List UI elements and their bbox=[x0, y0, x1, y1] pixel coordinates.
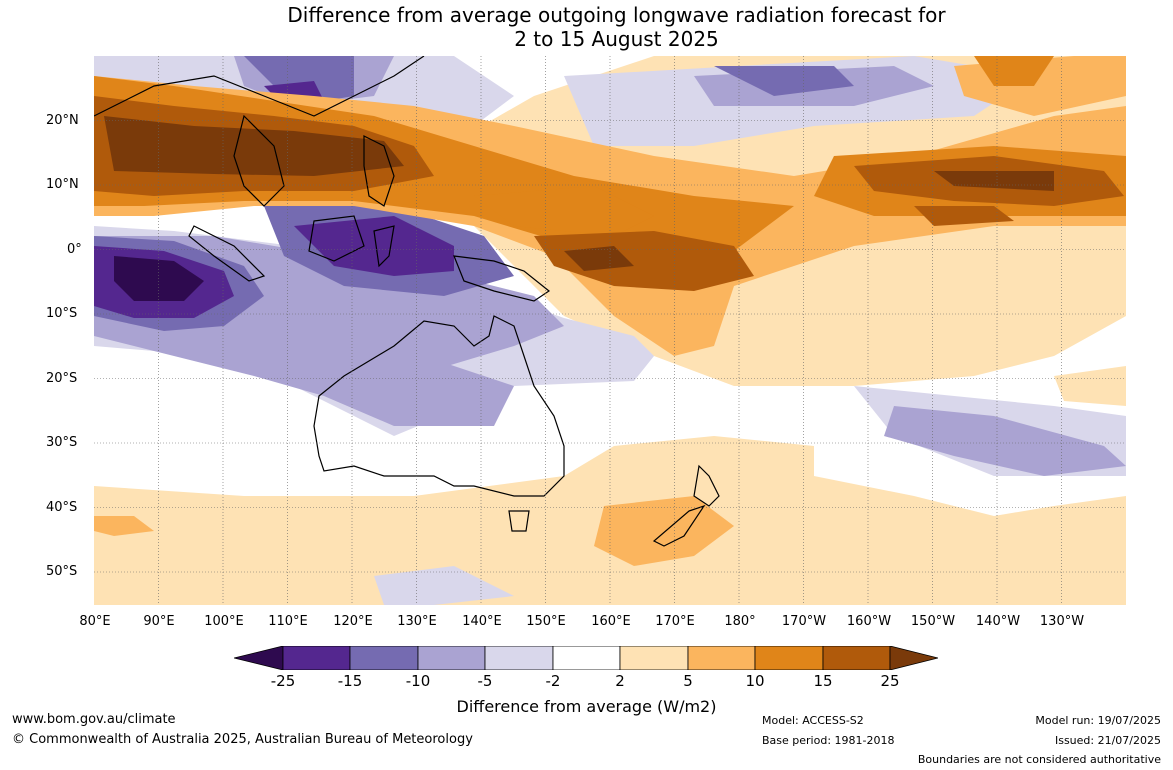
colorbar-tick: 2 bbox=[615, 672, 625, 690]
issued-date: Issued: 21/07/2025 bbox=[1054, 734, 1161, 747]
colorbar-swatch-10 bbox=[889, 646, 938, 670]
colorbar bbox=[234, 646, 938, 670]
lon-label-180: 180° bbox=[724, 614, 756, 629]
new-guinea-coastline bbox=[453, 255, 551, 302]
lon-label-150e: 150°E bbox=[526, 614, 566, 629]
new-zealand-north bbox=[693, 464, 720, 507]
anomaly-map bbox=[94, 56, 1126, 605]
gridlines bbox=[94, 56, 1126, 605]
asia-coastline bbox=[94, 56, 425, 117]
colorbar-tick: -25 bbox=[270, 672, 296, 690]
lat-label-50s: 50°S bbox=[46, 564, 78, 579]
colorbar-swatch-1 bbox=[282, 646, 351, 670]
copyright-text: © Commonwealth of Australia 2025, Austra… bbox=[12, 732, 473, 747]
lon-label-160w: 160°W bbox=[846, 614, 892, 629]
boundaries-disclaimer: Boundaries are not considered authoritat… bbox=[917, 753, 1161, 766]
lon-label-80e: 80°E bbox=[79, 614, 111, 629]
colorbar-tick: 5 bbox=[683, 672, 693, 690]
model-name: Model: ACCESS-S2 bbox=[762, 714, 864, 727]
lat-label-30s: 30°S bbox=[46, 435, 78, 450]
new-zealand-south bbox=[652, 504, 706, 547]
lon-label-130w: 130°W bbox=[1039, 614, 1085, 629]
title-line-1: Difference from average outgoing longwav… bbox=[287, 3, 946, 27]
website-link[interactable]: www.bom.gov.au/climate bbox=[12, 712, 176, 727]
lon-label-90e: 90°E bbox=[143, 614, 175, 629]
indochina-coastline bbox=[233, 114, 285, 207]
title-line-2: 2 to 15 August 2025 bbox=[514, 27, 719, 51]
sumatra-coastline bbox=[188, 225, 266, 282]
lat-label-10n: 10°N bbox=[46, 177, 79, 192]
lat-label-40s: 40°S bbox=[46, 500, 78, 515]
colorbar-swatch-0 bbox=[234, 646, 284, 670]
colorbar-tick: 15 bbox=[813, 672, 833, 690]
philippines-coastline bbox=[363, 135, 395, 207]
lon-label-140e: 140°E bbox=[462, 614, 502, 629]
colorbar-tick: 25 bbox=[880, 672, 900, 690]
map-title: Difference from average outgoing longwav… bbox=[0, 3, 1173, 51]
lon-label-140w: 140°W bbox=[975, 614, 1021, 629]
lat-label-10s: 10°S bbox=[46, 306, 78, 321]
lat-label-equator: 0° bbox=[67, 242, 82, 257]
lon-label-120e: 120°E bbox=[333, 614, 373, 629]
lon-label-160e: 160°E bbox=[591, 614, 631, 629]
australia-coastline bbox=[313, 315, 565, 497]
very-strong-positive-areas bbox=[94, 96, 1124, 291]
lon-label-150w: 150°W bbox=[910, 614, 956, 629]
map-canvas bbox=[94, 56, 1126, 605]
colorbar-swatch-7 bbox=[687, 646, 756, 670]
colorbar-swatch-6 bbox=[619, 646, 689, 670]
colorbar-swatch-9 bbox=[822, 646, 891, 670]
colorbar-swatch-3 bbox=[417, 646, 486, 670]
colorbar-tick: -5 bbox=[477, 672, 493, 690]
colorbar-swatch-5 bbox=[552, 646, 621, 670]
model-run-date: Model run: 19/07/2025 bbox=[1035, 714, 1161, 727]
colorbar-tick: -15 bbox=[337, 672, 363, 690]
borneo-coastline bbox=[308, 215, 365, 262]
lat-label-20s: 20°S bbox=[46, 371, 78, 386]
lat-label-20n: 20°N bbox=[46, 113, 79, 128]
very-strong-negative-areas bbox=[94, 81, 454, 318]
colorbar-swatch-2 bbox=[349, 646, 419, 670]
sulawesi-coastline bbox=[373, 225, 395, 268]
base-period: Base period: 1981-2018 bbox=[762, 734, 895, 747]
colorbar-tick: 10 bbox=[745, 672, 765, 690]
colorbar-tick: -10 bbox=[405, 672, 431, 690]
colorbar-swatch-4 bbox=[484, 646, 554, 670]
coastlines bbox=[94, 56, 720, 547]
lon-label-170w: 170°W bbox=[781, 614, 827, 629]
lon-label-100e: 100°E bbox=[204, 614, 244, 629]
lon-label-110e: 110°E bbox=[268, 614, 308, 629]
colorbar-tick: -2 bbox=[545, 672, 561, 690]
colorbar-label: Difference from average (W/m2) bbox=[456, 697, 717, 716]
tasmania-coastline bbox=[508, 510, 530, 532]
lon-label-170e: 170°E bbox=[655, 614, 695, 629]
lon-label-130e: 130°E bbox=[397, 614, 437, 629]
colorbar-swatch-8 bbox=[754, 646, 824, 670]
